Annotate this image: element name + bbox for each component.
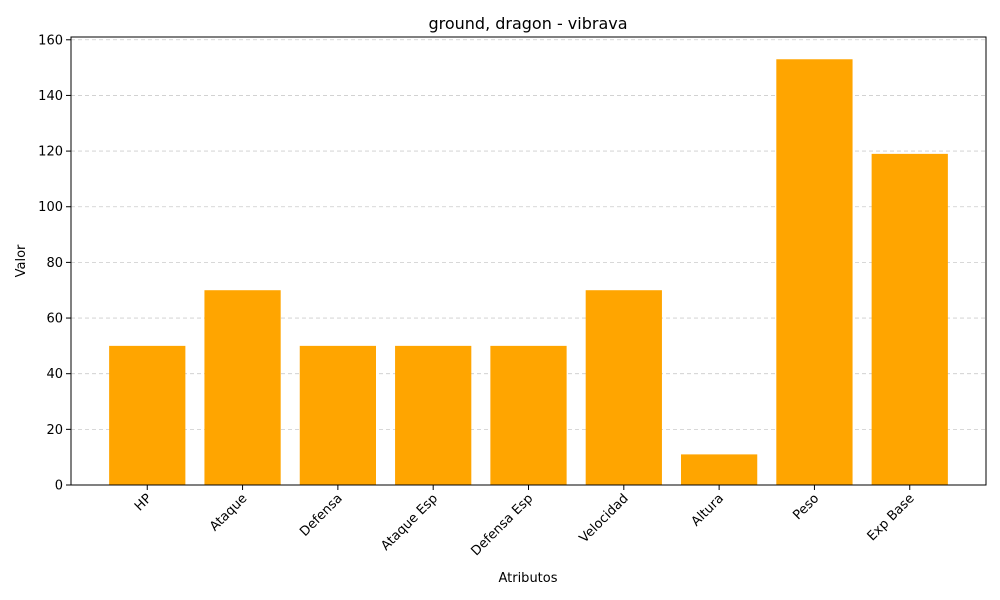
y-tick-label: 60 — [46, 312, 63, 327]
y-tick-label: 160 — [38, 33, 63, 48]
x-tick-label: Altura — [689, 491, 727, 529]
x-axis-label: Atributos — [498, 571, 557, 586]
bar-peso — [776, 59, 853, 486]
y-tick-label: 100 — [38, 200, 63, 215]
y-axis-ticks: 0 20 40 60 80 100 120 140 160 — [38, 33, 71, 494]
x-tick-label: Peso — [790, 491, 822, 523]
x-tick-label: HP — [132, 491, 155, 514]
x-tick-label: Defensa — [297, 491, 345, 539]
bar-ataque-esp — [395, 345, 472, 485]
bar-ataque — [204, 290, 281, 485]
bars — [109, 59, 948, 486]
x-axis-ticks: HP Ataque Defensa Ataque Esp Defensa Esp Velo… — [132, 485, 918, 559]
x-tick-label: Ataque — [207, 491, 250, 534]
y-tick-label: 40 — [46, 367, 63, 382]
y-tick-label: 80 — [46, 256, 63, 271]
bar-defensa-esp — [490, 345, 567, 485]
x-tick-label: Velocidad — [577, 491, 632, 546]
x-tick-label: Exp Base — [865, 491, 918, 544]
bar-velocidad — [585, 290, 662, 485]
bar-altura — [681, 454, 758, 485]
bar-hp — [109, 345, 186, 485]
bar-defensa — [299, 345, 376, 485]
y-axis-label: Valor — [14, 244, 29, 277]
chart-title: ground, dragon - vibrava — [428, 14, 627, 33]
bar-exp-base — [871, 153, 948, 485]
y-tick-label: 120 — [38, 145, 63, 160]
y-tick-label: 20 — [46, 423, 63, 438]
x-tick-label: Ataque Esp — [378, 491, 441, 554]
y-tick-label: 0 — [55, 479, 63, 494]
y-tick-label: 140 — [38, 89, 63, 104]
x-tick-label: Defensa Esp — [468, 491, 536, 559]
